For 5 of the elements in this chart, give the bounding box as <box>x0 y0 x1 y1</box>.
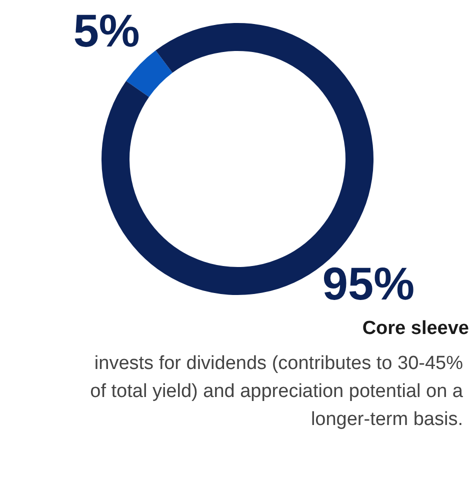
slice-label: Core sleeve <box>361 318 470 340</box>
donut-slice <box>126 50 172 98</box>
data-label: 95% <box>322 257 414 310</box>
text: invests for dividends (contributes to 30-45% of total yield) and appreciation potential on a longer-term basis. <box>89 352 464 432</box>
data-label: 5% <box>73 4 140 57</box>
